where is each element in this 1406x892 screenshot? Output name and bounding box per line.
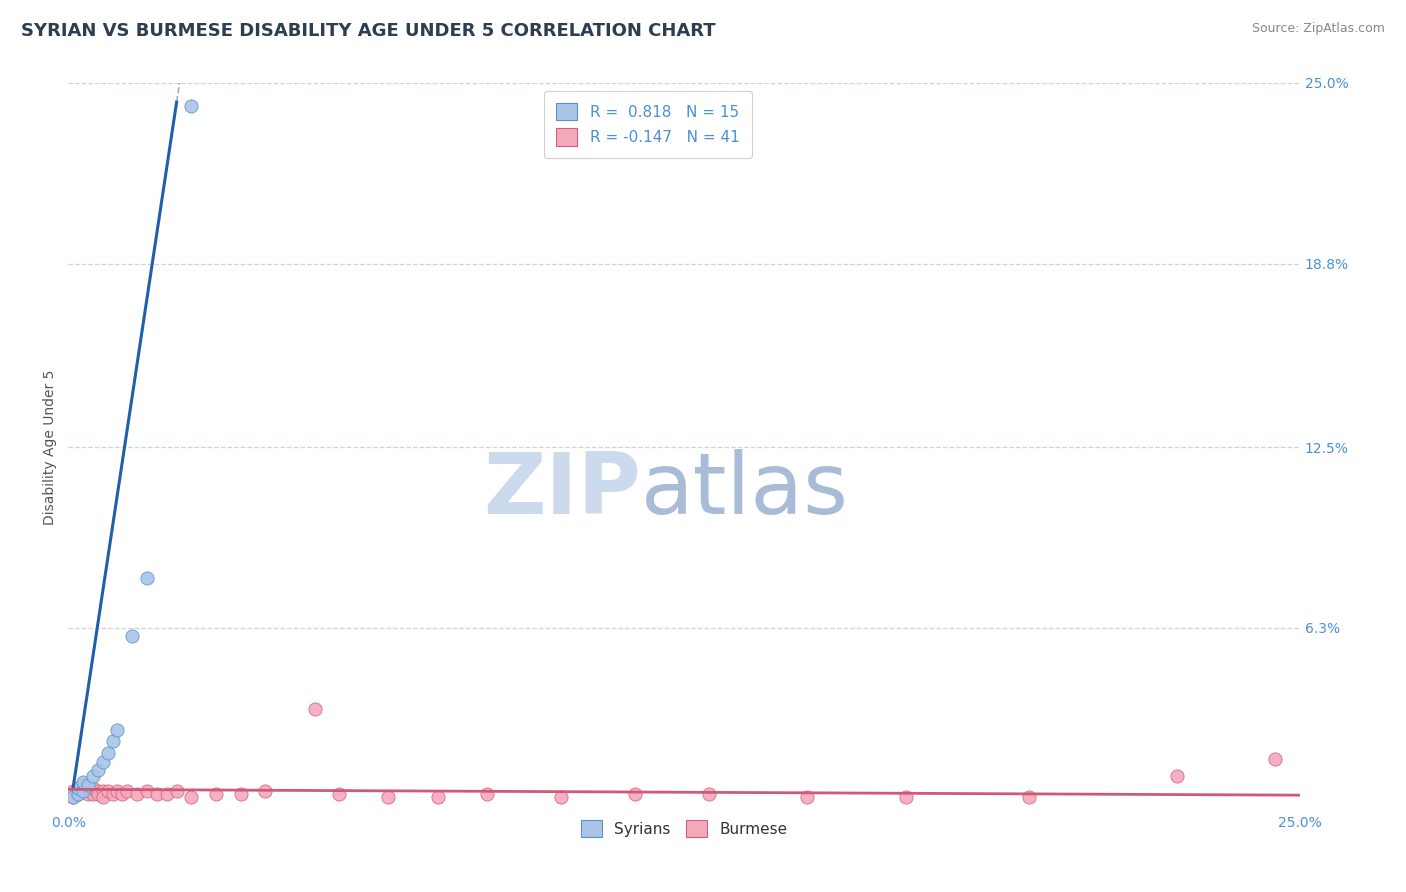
Point xyxy=(111,787,134,801)
Point xyxy=(87,787,110,801)
Point xyxy=(67,780,90,795)
Point xyxy=(121,629,143,643)
Point xyxy=(82,769,104,783)
Point xyxy=(697,787,720,801)
Point xyxy=(107,723,129,737)
Point xyxy=(97,784,120,798)
Point xyxy=(180,99,202,113)
Point xyxy=(72,784,94,798)
Point xyxy=(426,789,449,804)
Point xyxy=(623,787,645,801)
Text: Source: ZipAtlas.com: Source: ZipAtlas.com xyxy=(1251,22,1385,36)
Point xyxy=(87,764,110,778)
Point xyxy=(82,780,104,795)
Point xyxy=(1264,752,1286,766)
Point xyxy=(82,787,104,801)
Point xyxy=(87,784,110,798)
Point xyxy=(72,778,94,792)
Point xyxy=(136,571,159,585)
Point xyxy=(77,780,100,795)
Point xyxy=(67,787,90,801)
Point xyxy=(72,784,94,798)
Point xyxy=(91,784,114,798)
Point xyxy=(91,789,114,804)
Point xyxy=(62,789,84,804)
Point xyxy=(67,780,90,795)
Point xyxy=(328,787,350,801)
Point xyxy=(101,787,124,801)
Point xyxy=(107,784,129,798)
Point xyxy=(101,734,124,748)
Point xyxy=(72,775,94,789)
Point xyxy=(62,789,84,804)
Point xyxy=(127,787,149,801)
Point xyxy=(62,784,84,798)
Point xyxy=(894,789,917,804)
Text: atlas: atlas xyxy=(641,450,849,533)
Point xyxy=(475,787,498,801)
Point xyxy=(229,787,252,801)
Point xyxy=(550,789,572,804)
Point xyxy=(117,784,139,798)
Legend: Syrians, Burmese: Syrians, Burmese xyxy=(575,814,793,844)
Point xyxy=(796,789,818,804)
Text: SYRIAN VS BURMESE DISABILITY AGE UNDER 5 CORRELATION CHART: SYRIAN VS BURMESE DISABILITY AGE UNDER 5… xyxy=(21,22,716,40)
Point xyxy=(67,787,90,801)
Point xyxy=(304,702,326,716)
Point xyxy=(97,746,120,760)
Point xyxy=(146,787,169,801)
Point xyxy=(77,787,100,801)
Point xyxy=(180,789,202,804)
Point xyxy=(77,778,100,792)
Point xyxy=(205,787,228,801)
Point xyxy=(254,784,277,798)
Point xyxy=(166,784,188,798)
Point xyxy=(377,789,399,804)
Text: ZIP: ZIP xyxy=(484,450,641,533)
Point xyxy=(156,787,179,801)
Y-axis label: Disability Age Under 5: Disability Age Under 5 xyxy=(44,369,58,524)
Point xyxy=(91,755,114,769)
Point xyxy=(1166,769,1188,783)
Point xyxy=(1018,789,1040,804)
Point xyxy=(136,784,159,798)
